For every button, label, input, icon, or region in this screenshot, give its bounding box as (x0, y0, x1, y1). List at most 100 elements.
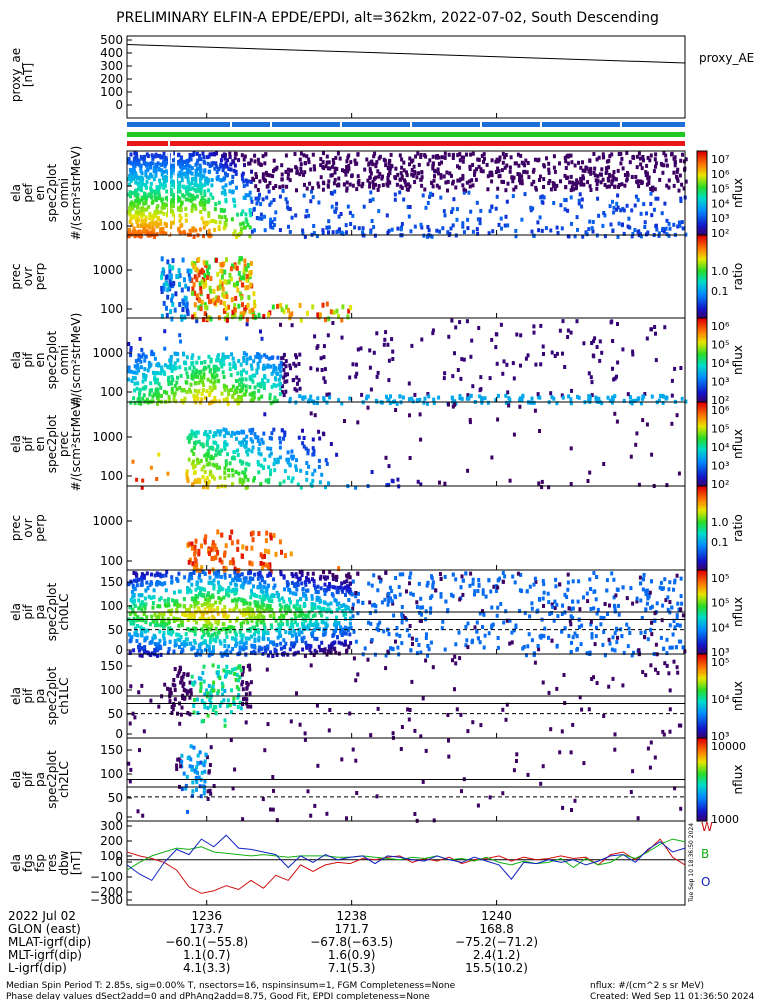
spectrogram-cell (279, 446, 282, 450)
spectrogram-cell (554, 170, 557, 174)
spectrogram-cell (201, 467, 204, 471)
spectrogram-cell (582, 595, 585, 599)
spectrogram-cell (394, 167, 397, 171)
spectrogram-cell (229, 535, 232, 540)
spectrogram-cell (676, 168, 679, 172)
spectrogram-cell (136, 381, 139, 385)
spectrogram-cell (627, 644, 630, 648)
spectrogram-cell (500, 180, 503, 184)
spectrogram-cell (171, 598, 174, 602)
spectrogram-cell (286, 620, 289, 624)
spectrogram-cell (613, 176, 616, 180)
spectrogram-cell (271, 355, 274, 359)
spectrogram-cell (337, 152, 340, 156)
spectrogram-cell (502, 571, 505, 575)
spectrogram-cell (472, 582, 475, 586)
spectrogram-cell (514, 625, 517, 629)
spectrogram-cell (210, 624, 213, 628)
spectrogram-cell (234, 164, 237, 168)
spectrogram-cell (612, 578, 615, 582)
spectrogram-cell (282, 638, 285, 642)
spectrogram-cell (191, 226, 194, 230)
spectrogram-cell (681, 397, 684, 401)
spectrogram-cell (216, 635, 219, 639)
spectrogram-cell (608, 604, 611, 608)
spectrogram-cell (263, 412, 266, 416)
spectrogram-cell (450, 319, 453, 323)
spectrogram-cell (137, 193, 140, 197)
spectrogram-cell (451, 207, 454, 211)
spectrogram-cell (649, 628, 652, 632)
spectrogram-cell (469, 153, 472, 157)
spectrogram-cell (154, 357, 157, 361)
spectrogram-cell (234, 156, 237, 160)
spectrogram-cell (216, 176, 219, 180)
spectrogram-cell (216, 530, 219, 535)
spectrogram-cell (283, 433, 286, 437)
spectrogram-cell (218, 201, 221, 205)
spectrogram-cell (299, 469, 302, 473)
spectrogram-cell (595, 634, 598, 638)
spectrogram-cell (140, 365, 143, 369)
spectrogram-cell (289, 178, 292, 182)
spectrogram-cell (159, 371, 162, 375)
spectrogram-cell (539, 215, 542, 219)
spectrogram-cell (649, 202, 652, 206)
spectrogram-cell (156, 204, 159, 208)
spectrogram-cell (609, 642, 612, 646)
spectrogram-cell (466, 469, 469, 473)
spectrogram-cell (132, 571, 135, 575)
spectrogram-cell (216, 429, 219, 433)
spectrogram-cell (152, 371, 155, 375)
spectrogram-cell (240, 478, 243, 482)
spectrogram-cell (610, 182, 613, 186)
spectrogram-cell (134, 181, 137, 185)
spectrogram-cell (196, 375, 199, 379)
spectrogram-cell (246, 453, 249, 457)
spectrogram-cell (601, 224, 604, 228)
spectrogram-cell (172, 213, 175, 217)
spectrogram-cell (424, 397, 427, 401)
spectrogram-cell (166, 472, 169, 476)
spectrogram-cell (545, 156, 548, 160)
spectrogram-cell (172, 281, 175, 286)
spectrogram-cell (219, 601, 222, 605)
spectrogram-cell (230, 352, 233, 356)
spectrogram-cell (477, 217, 480, 221)
spectrogram-cell (313, 334, 316, 338)
spectrogram-cell (230, 266, 233, 271)
spectrogram-cell (511, 640, 514, 644)
spectrogram-cell (249, 595, 252, 599)
spectrogram-cell (137, 187, 140, 191)
spectrogram-cell (456, 207, 459, 211)
spectrogram-cell (231, 217, 234, 221)
spectrogram-cell (273, 468, 276, 472)
spectrogram-cell (579, 177, 582, 181)
spectrogram-cell (423, 153, 426, 157)
spectrogram-cell (227, 468, 230, 472)
spectrogram-cell (418, 582, 421, 586)
spectrogram-cell (582, 176, 585, 180)
spectrogram-cell (586, 232, 589, 236)
spectrogram-cell (168, 269, 171, 274)
spectrogram-cell (639, 180, 642, 184)
spectrogram-cell (185, 608, 188, 612)
spectrogram-cell (161, 574, 164, 578)
spectrogram-cell (245, 612, 248, 616)
spectrogram-cell (203, 273, 206, 278)
spectrogram-cell (243, 226, 246, 230)
spectrogram-cell (577, 161, 580, 165)
spectrogram-cell (128, 157, 131, 161)
spectrogram-cell (238, 573, 241, 577)
spectrogram-cell (469, 572, 472, 576)
spectrogram-cell (274, 396, 277, 400)
spectrogram-cell (353, 630, 356, 634)
spectrogram-cell (132, 191, 135, 195)
spectrogram-cell (419, 178, 422, 182)
spectrogram-cell (577, 579, 580, 583)
spectrogram-cell (224, 440, 227, 444)
spectrogram-cell (524, 192, 527, 196)
spectrogram-cell (227, 389, 230, 393)
spectrogram-cell (160, 210, 163, 214)
spectrogram-cell (597, 214, 600, 218)
